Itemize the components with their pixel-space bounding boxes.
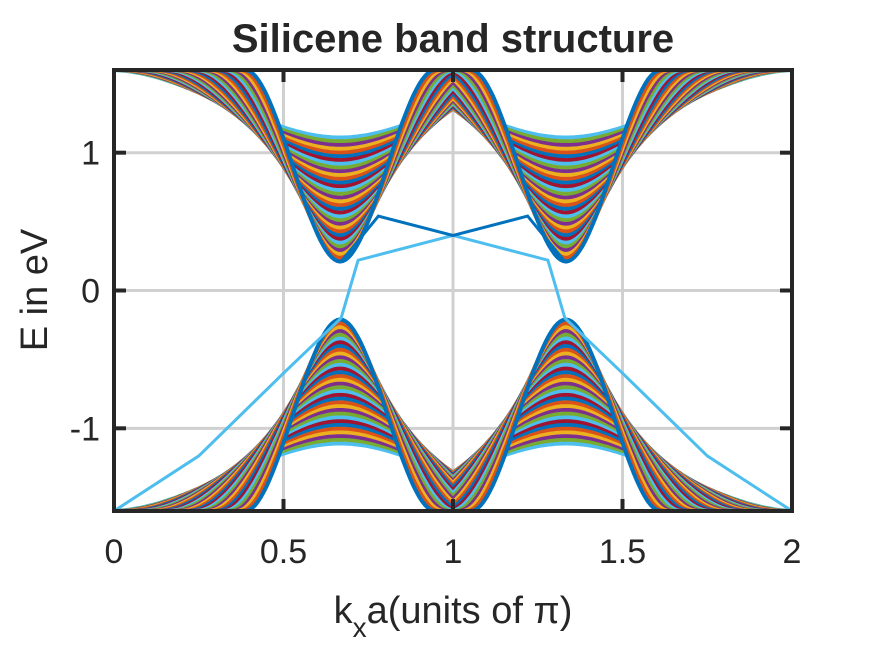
valence-band-line bbox=[114, 358, 792, 511]
y-tick-label: 1 bbox=[81, 135, 100, 173]
grid-lines bbox=[114, 70, 792, 511]
x-axis-label-k: k bbox=[334, 590, 354, 632]
y-tick-labels: -1 0 1 bbox=[70, 135, 100, 449]
edge-state-lines bbox=[114, 214, 792, 511]
x-axis-label-rest: a(units of π) bbox=[367, 590, 573, 632]
x-tick-label: 1.5 bbox=[599, 533, 646, 571]
x-tick-label: 2 bbox=[783, 533, 802, 571]
y-tick-label: -1 bbox=[70, 410, 100, 448]
conduction-band-line bbox=[114, 70, 792, 223]
edge-state-upper-line bbox=[339, 214, 567, 263]
x-axis-label: kxa(units of π) bbox=[334, 590, 573, 643]
axis-ticks bbox=[112, 70, 794, 511]
x-tick-label: 1 bbox=[444, 533, 463, 571]
x-tick-labels: 0 0.5 1 1.5 2 bbox=[105, 533, 802, 571]
y-axis-label: E in eV bbox=[14, 228, 56, 351]
x-tick-label: 0 bbox=[105, 533, 124, 571]
x-tick-label: 0.5 bbox=[260, 533, 307, 571]
y-tick-label: 0 bbox=[81, 273, 100, 311]
x-axis-label-subscript: x bbox=[353, 612, 367, 643]
chart-title: Silicene band structure bbox=[232, 17, 674, 61]
